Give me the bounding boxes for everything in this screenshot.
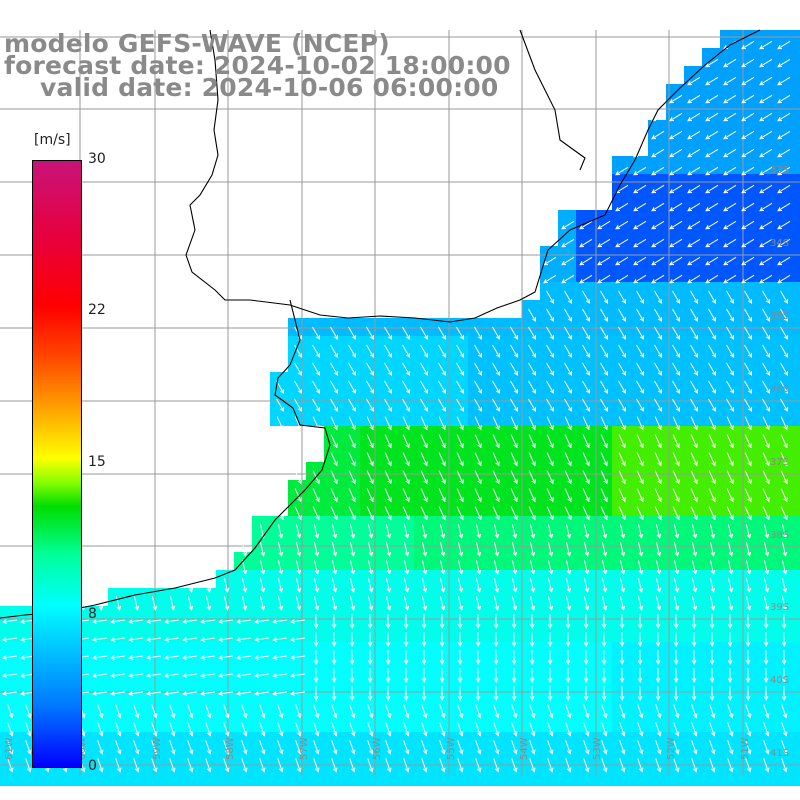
lat-label: 40S	[770, 675, 789, 686]
lat-label: 33S	[770, 165, 789, 176]
lat-label: 37S	[770, 457, 789, 468]
colorbar-tick-15: 15	[88, 454, 106, 470]
forecast-date: forecast date: 2024-10-02 18:00:00	[4, 51, 511, 80]
lat-label: 41S	[770, 748, 789, 759]
lat-label: 38S	[770, 530, 789, 541]
lon-label: 53W	[592, 737, 603, 760]
lat-label: 39S	[770, 602, 789, 613]
colorbar-tick-30: 30	[88, 151, 106, 167]
lat-label: 35S	[770, 311, 789, 322]
colorbar-tick-8: 8	[88, 606, 97, 622]
lat-label: 36S	[770, 384, 789, 395]
colorbar-units: [m/s]	[34, 132, 71, 148]
lon-label: 52W	[666, 737, 677, 760]
lon-label: 61W	[4, 737, 15, 760]
model-title: modelo GEFS-WAVE (NCEP)	[4, 29, 390, 58]
coastline	[0, 29, 761, 619]
lon-label: 57W	[299, 737, 310, 760]
colorbar	[32, 160, 82, 768]
lon-label: 60W	[77, 737, 88, 760]
lon-label: 59W	[152, 737, 163, 760]
lat-label: 34S	[770, 238, 789, 249]
lon-label: 51W	[740, 737, 751, 760]
valid-date: valid date: 2024-10-06 06:00:00	[40, 73, 499, 102]
lon-label: 54W	[519, 737, 530, 760]
graticule	[0, 30, 800, 775]
colorbar-tick-0: 0	[88, 758, 97, 774]
wind-speed-field	[0, 30, 800, 786]
colorbar-tick-22: 22	[88, 302, 106, 318]
lon-label: 56W	[372, 737, 383, 760]
lon-label: 58W	[225, 737, 236, 760]
grid-labels: 33S 34S 35S 36S 37S 38S 39S 40S 41S 61W 60W 59W 58W 5…	[4, 165, 789, 760]
wind-arrows	[2, 40, 791, 773]
lon-label: 55W	[446, 737, 457, 760]
